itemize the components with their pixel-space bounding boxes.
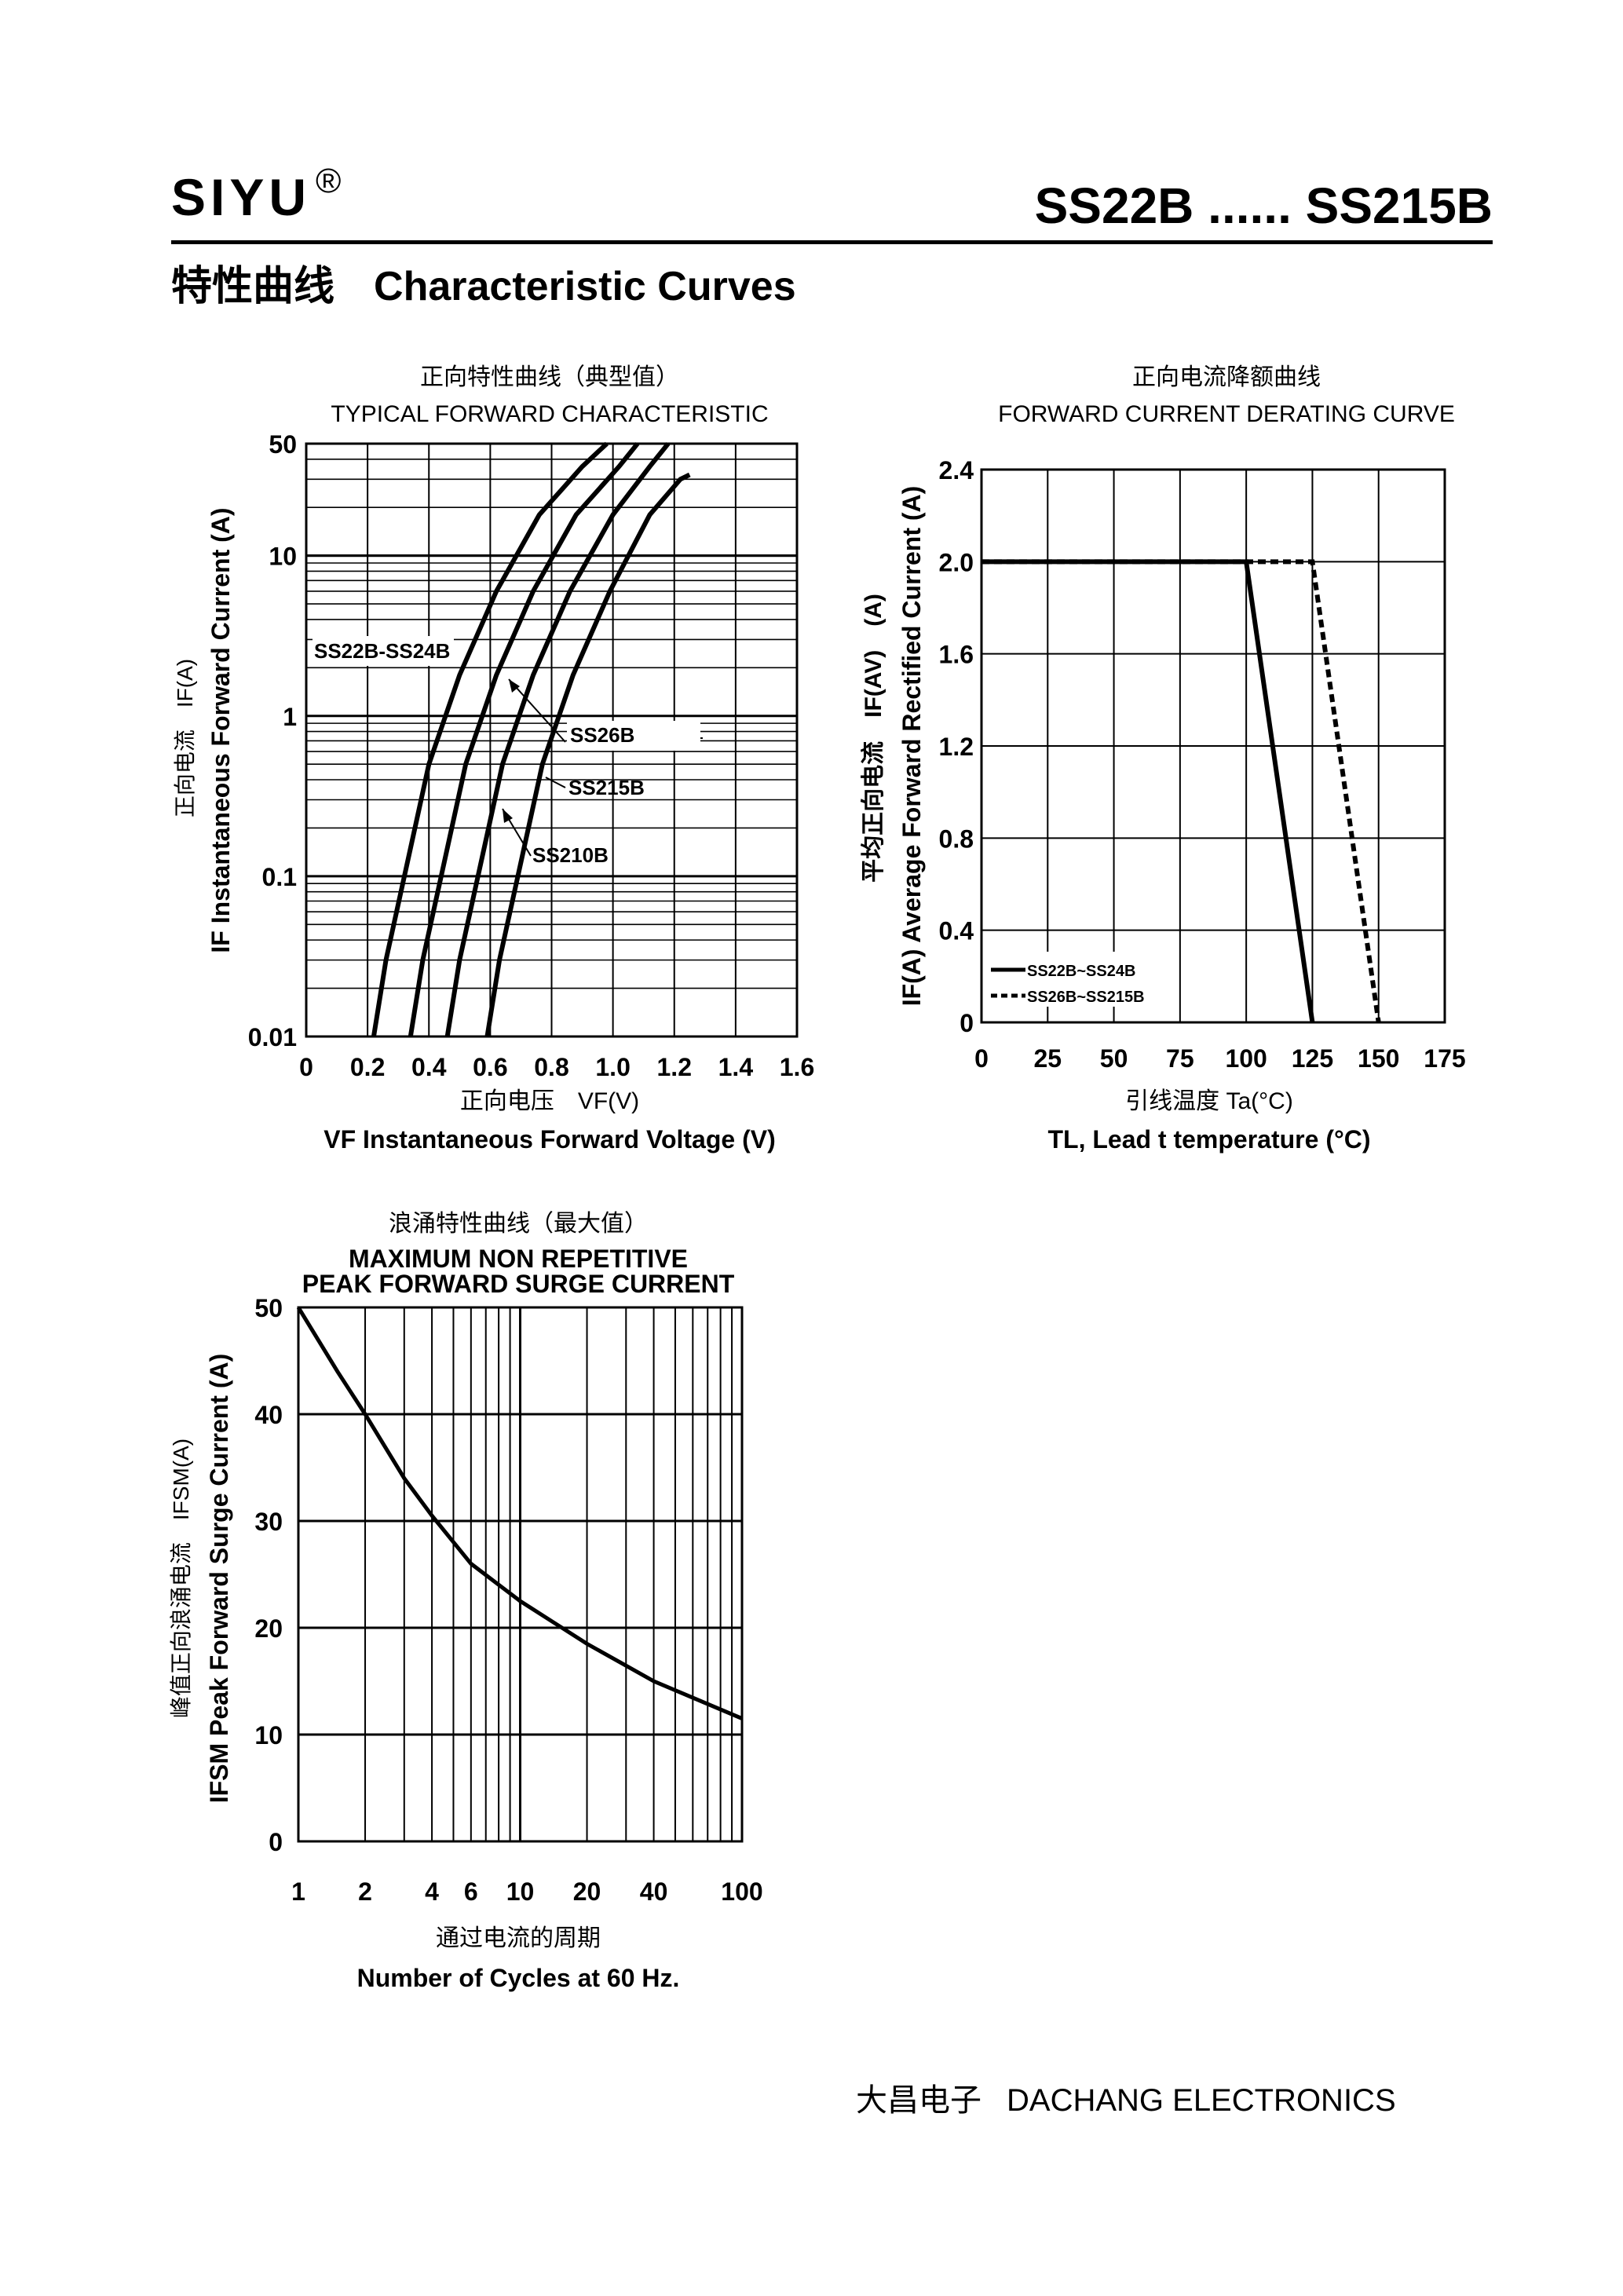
series-line-dashed <box>981 559 1381 1023</box>
y-tick-label: 2.4 <box>939 456 974 484</box>
y-tick-label: 20 <box>254 1614 283 1643</box>
x-axis-label: TL, Lead t temperature (°C) <box>1047 1125 1370 1153</box>
y-axis-label-cn: 正向电流 IF(A) <box>173 659 197 817</box>
x-tick-label: 2 <box>358 1877 372 1906</box>
legend-bg <box>986 952 1128 1007</box>
x-tick-label: 0 <box>974 1044 989 1073</box>
annotation-bg <box>567 721 700 751</box>
y-tick-label: 1 <box>283 703 297 731</box>
y-tick-label: 1.2 <box>939 733 974 761</box>
y-tick-label: 2.0 <box>939 548 974 576</box>
section-title-cn: 特性曲线 <box>171 263 335 310</box>
y-tick-label: 0 <box>960 1009 974 1037</box>
y-tick-label: 50 <box>254 1294 283 1322</box>
chart-title: TYPICAL FORWARD CHARACTERISTIC <box>331 401 768 427</box>
legend-label: SS22B~SS24B <box>1027 963 1135 980</box>
brand-name: SIYU <box>171 168 312 226</box>
series-line-ss215b <box>444 442 671 1037</box>
annotation-arrowhead <box>509 679 520 693</box>
x-tick-label: 20 <box>573 1877 601 1906</box>
y-axis-label-cn: 平均正向电流 IF(AV) (A) <box>861 594 886 883</box>
x-tick-label: 1 <box>291 1877 305 1906</box>
x-tick-label: 6 <box>464 1877 478 1906</box>
x-tick-label: 0.2 <box>350 1053 385 1081</box>
annotation-bg <box>313 636 454 666</box>
x-tick-label: 150 <box>1358 1044 1399 1073</box>
series-line-ss22b-ss24b <box>371 441 609 1037</box>
x-axis-label: VF Instantaneous Forward Voltage (V) <box>324 1125 775 1153</box>
x-tick-label: 0.8 <box>534 1053 568 1081</box>
y-tick-label: 0.1 <box>262 863 297 891</box>
y-axis-label: IF(A) Average Forward Rectified Current … <box>897 486 926 1007</box>
section-title-en: Characteristic Curves <box>374 264 796 309</box>
x-axis-label: Number of Cycles at 60 Hz. <box>357 1964 680 1992</box>
header-rule <box>171 240 1493 244</box>
chart-title-cn: 正向电流降额曲线 <box>1132 364 1321 390</box>
derating-curve-chart: SS22B~SS24B SS26B~SS215B 0 25 50 75 100 125 150 1… <box>861 364 1466 1153</box>
y-tick-label: 50 <box>269 430 297 459</box>
x-tick-label: 175 <box>1424 1044 1465 1073</box>
y-tick-label: 0 <box>269 1828 283 1856</box>
x-tick-label: 125 <box>1292 1044 1333 1073</box>
annotation-label: SS210B <box>532 843 609 867</box>
annotation-arrow <box>508 678 566 743</box>
x-tick-label: 40 <box>640 1877 668 1906</box>
y-axis-label: IFSM Peak Forward Surge Current (A) <box>205 1354 233 1804</box>
x-tick-label: 4 <box>425 1877 439 1906</box>
brand-logo: SIYU ® <box>171 162 345 227</box>
y-axis-label: IF Instantaneous Forward Current (A) <box>207 507 235 952</box>
chart-title: FORWARD CURRENT DERATING CURVE <box>998 401 1455 427</box>
plot-frame <box>980 468 1446 1024</box>
y-tick-label: 0.01 <box>248 1023 297 1051</box>
y-tick-label: 1.6 <box>939 641 974 669</box>
x-tick-label: 100 <box>721 1877 762 1906</box>
x-tick-label: 1.4 <box>718 1053 754 1081</box>
footer-company-en: DACHANG ELECTRONICS <box>1007 2083 1396 2118</box>
y-axis-label-cn: 峰值正向浪涌电流 IFSM(A) <box>169 1439 193 1718</box>
annotation-arrow <box>545 777 566 788</box>
x-tick-label: 10 <box>506 1877 535 1906</box>
y-tick-label: 0.8 <box>939 824 974 853</box>
series-line-ifsm <box>296 1306 743 1720</box>
x-tick-label: 25 <box>1033 1044 1062 1073</box>
annotation-label: SS26B <box>570 723 634 747</box>
model-range-title: SS22B ...... SS215B <box>1034 177 1493 234</box>
x-tick-label: 100 <box>1225 1044 1267 1073</box>
annotation-label: SS215B <box>568 776 645 799</box>
y-tick-label: 40 <box>254 1401 283 1429</box>
series-line-ss26b <box>408 441 640 1037</box>
legend-label: SS26B~SS215B <box>1027 989 1145 1006</box>
x-tick-label: 1.2 <box>657 1053 692 1081</box>
x-tick-label: 0 <box>299 1053 313 1081</box>
annotation-arrowhead <box>503 809 513 823</box>
series-line-ss210b <box>484 472 691 1037</box>
x-axis-label-cn: 通过电流的周期 <box>436 1925 601 1951</box>
x-tick-label: 75 <box>1166 1044 1194 1073</box>
footer-company: 大昌电子 DACHANG ELECTRONICS <box>856 2075 1396 2120</box>
x-tick-label: 0.4 <box>411 1053 447 1081</box>
x-tick-label: 1.0 <box>595 1053 630 1081</box>
annotation-label: SS22B-SS24B <box>314 639 450 663</box>
y-tick-label: 10 <box>254 1721 283 1749</box>
chart-title-cn: 浪涌特性曲线（最大值） <box>389 1211 648 1237</box>
y-tick-label: 0.4 <box>939 917 974 945</box>
section-title: 特性曲线 Characteristic Curves <box>171 253 796 312</box>
plot-frame <box>297 1306 744 1843</box>
chart-title-line2: PEAK FORWARD SURGE CURRENT <box>302 1270 735 1298</box>
registered-mark: ® <box>316 162 346 200</box>
x-tick-label: 1.6 <box>780 1053 814 1081</box>
chart-title-cn: 正向特性曲线（典型值） <box>420 364 679 390</box>
x-axis-label-cn: 引线温度 Ta(°C) <box>1125 1088 1293 1114</box>
y-tick-label: 10 <box>269 543 297 571</box>
footer-company-cn: 大昌电子 <box>856 2083 981 2118</box>
forward-characteristic-chart: 0 0.2 0.4 0.6 0.8 1.0 1.2 1.4 1.6 50 10 1 0.1 0.01 SS2… <box>173 364 814 1153</box>
chart-title-line1: MAXIMUM NON REPETITIVE <box>349 1245 688 1273</box>
surge-current-chart: 1 2 4 6 10 20 40 10050403020100浪涌特性曲线（最大值）MAXIM… <box>169 1211 763 1992</box>
x-tick-label: 50 <box>1100 1044 1128 1073</box>
x-tick-label: 0.6 <box>473 1053 507 1081</box>
x-axis-label-cn: 正向电压 VF(V) <box>460 1088 639 1114</box>
y-tick-label: 30 <box>254 1508 283 1536</box>
plot-frame <box>305 442 799 1038</box>
